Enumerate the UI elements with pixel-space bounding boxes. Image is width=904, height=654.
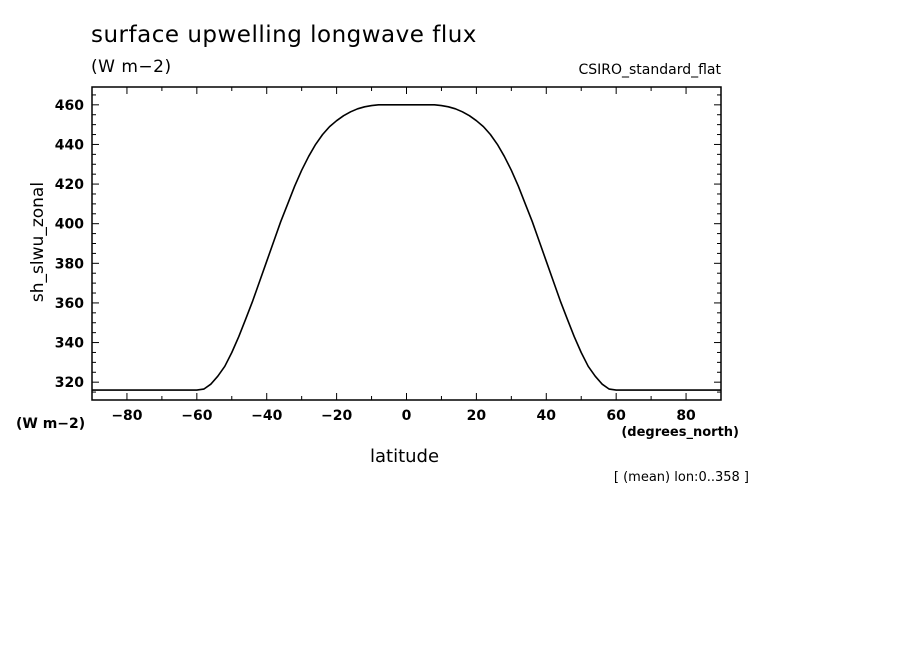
y-tick-label: 320 bbox=[55, 375, 84, 391]
plot-frame bbox=[91, 86, 722, 401]
x-tick-label: 20 bbox=[467, 408, 487, 424]
model-name: CSIRO_standard_flat bbox=[578, 62, 721, 78]
averaging-note: [ (mean) lon:0..358 ] bbox=[613, 470, 749, 485]
y-tick-label: 380 bbox=[55, 256, 84, 272]
x-tick-label: −20 bbox=[321, 408, 352, 424]
x-axis-units: (degrees_north) bbox=[621, 425, 739, 440]
y-tick-label: 340 bbox=[55, 336, 84, 352]
x-tick-label: 40 bbox=[537, 408, 557, 424]
series-line bbox=[92, 104, 721, 391]
y-tick-label: 360 bbox=[55, 296, 84, 312]
x-tick-label: −40 bbox=[251, 408, 282, 424]
x-axis-label: latitude bbox=[370, 446, 440, 467]
x-tick-label: 80 bbox=[676, 408, 696, 424]
y-axis-units: (W m−2) bbox=[16, 416, 86, 432]
x-tick-label: −60 bbox=[181, 408, 212, 424]
y-tick-label: 440 bbox=[55, 137, 84, 153]
chart-units: (W m−2) bbox=[91, 57, 172, 77]
y-tick-label: 420 bbox=[55, 177, 84, 193]
x-tick-label: −80 bbox=[111, 408, 142, 424]
chart-title: surface upwelling longwave flux bbox=[91, 22, 477, 48]
y-tick-label: 400 bbox=[55, 217, 84, 233]
x-tick-label: 60 bbox=[606, 408, 626, 424]
x-tick-label: 0 bbox=[402, 408, 412, 424]
y-tick-label: 460 bbox=[55, 98, 84, 114]
